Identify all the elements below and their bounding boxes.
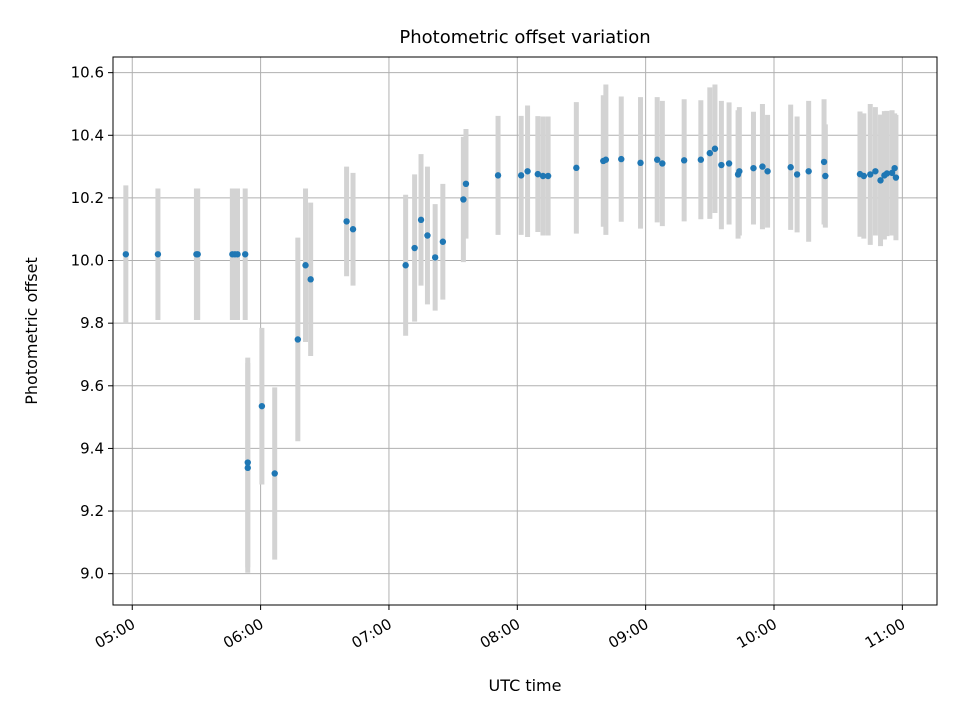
data-point [307,276,314,283]
data-point [787,164,794,171]
data-point [241,251,249,258]
data-point [637,159,644,167]
data-point [711,145,719,152]
data-point [439,238,447,245]
data-point [244,464,251,472]
data-point [892,174,900,181]
data-point [602,156,610,163]
y-tick-label: 10.2 [71,189,104,207]
data-point [258,402,266,410]
y-tick-label: 10.4 [71,126,104,144]
data-point [154,251,162,258]
y-tick-label: 9.4 [80,439,104,457]
y-tick-label: 9.8 [80,314,104,332]
data-point [417,216,425,224]
grid [113,57,937,605]
y-tick-label: 10.6 [71,64,104,82]
data-point [805,168,812,175]
data-point [294,336,302,343]
data-point [517,172,525,179]
y-axis-label: Photometric offset [22,257,41,405]
data-point [718,161,725,169]
data-point [302,262,309,269]
data-point [494,172,502,179]
y-tick-label: 9.6 [80,377,104,395]
data-point [460,196,467,203]
data-point [544,172,552,180]
data-point [759,163,766,170]
data-point [860,172,868,180]
data-point [764,168,771,175]
data-point [659,160,666,167]
data-point [680,157,688,164]
data-point [524,168,531,175]
y-tick-label: 9.2 [80,502,104,520]
data-point [736,168,743,175]
data-point [883,170,891,177]
data-point [872,168,879,175]
data-point [877,177,884,184]
data-point [122,251,130,258]
data-point [462,180,470,188]
data-point [706,149,714,157]
data-point [234,251,241,258]
x-axis-label: UTC time [489,676,562,695]
data-point [424,232,431,239]
data-point [244,459,251,466]
data-point [888,169,896,177]
data-point [750,164,757,172]
data-point [822,172,829,180]
data-point [411,244,418,252]
chart-title: Photometric offset variation [399,27,650,48]
data-point [539,172,547,180]
data-point [867,171,874,178]
data-point [534,170,542,178]
data-point [793,171,801,178]
data-points [122,145,900,477]
data-point [573,164,580,172]
data-point [402,262,409,269]
plot-area [113,57,937,605]
data-point [653,156,661,163]
data-point [618,155,625,163]
data-point [194,251,201,258]
data-point [891,164,898,172]
data-point [349,226,357,233]
data-point [343,218,350,225]
y-axis: 9.0 9.2 9.4 9.6 9.8 10.0 10.2 10.4 10.6 [71,64,113,583]
data-point [820,158,828,166]
data-point [431,254,439,261]
plot-frame [112,56,938,606]
y-tick-label: 10.0 [71,252,104,270]
y-tick-label: 9.0 [80,565,104,583]
data-point [697,156,705,163]
data-point [725,160,733,167]
data-point [271,470,278,477]
